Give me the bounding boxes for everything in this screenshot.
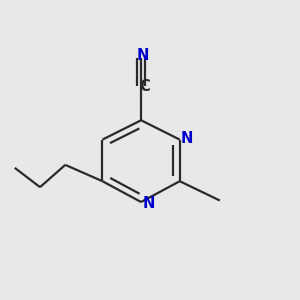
- Text: N: N: [142, 196, 155, 211]
- Text: N: N: [181, 130, 193, 146]
- Text: C: C: [139, 79, 150, 94]
- Text: N: N: [136, 48, 149, 63]
